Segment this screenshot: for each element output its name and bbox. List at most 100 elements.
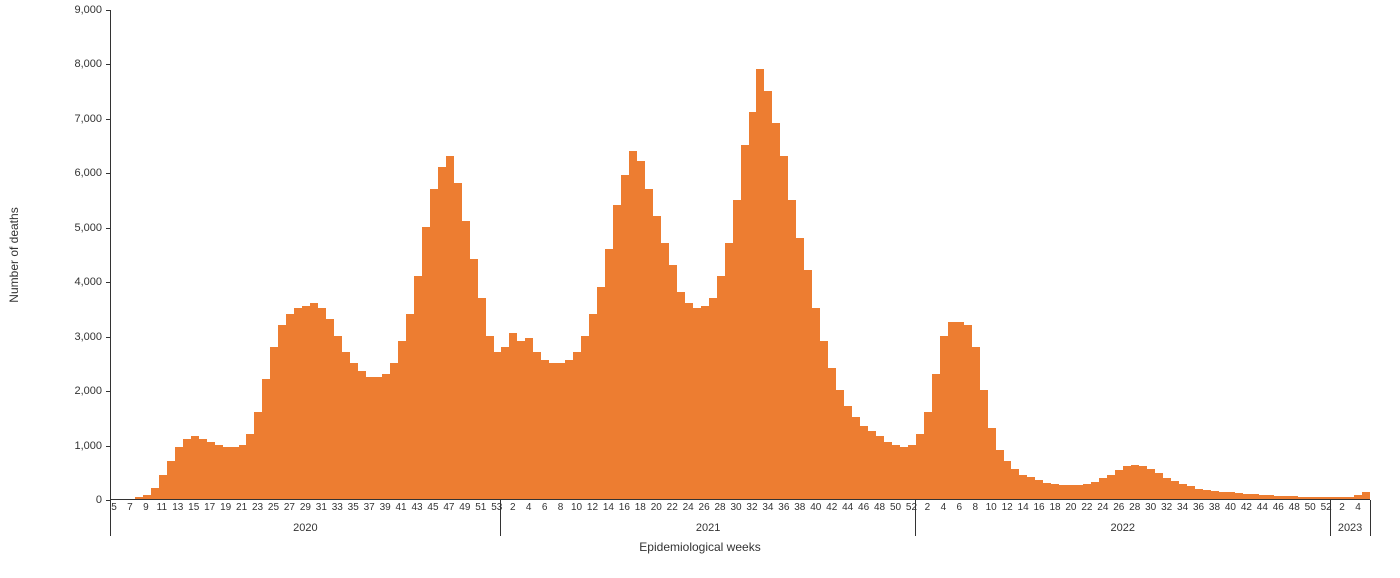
x-tick-label: 6	[957, 502, 963, 513]
bar	[589, 314, 597, 499]
plot-area	[110, 10, 1370, 500]
bar	[254, 412, 262, 499]
y-tick-label: 3,000	[74, 331, 102, 343]
x-tick-label: 19	[220, 502, 231, 513]
bar	[398, 341, 406, 499]
bar	[1203, 490, 1211, 499]
bar	[525, 338, 533, 499]
x-tick-label: 30	[730, 502, 741, 513]
bar	[1298, 497, 1306, 499]
bar	[486, 336, 494, 499]
x-tick-label: 42	[826, 502, 837, 513]
y-axis-label: Number of deaths	[7, 207, 21, 302]
bar	[430, 189, 438, 499]
x-tick-label: 12	[587, 502, 598, 513]
x-tick-label: 14	[603, 502, 614, 513]
bar	[1004, 461, 1012, 499]
bar	[597, 287, 605, 499]
bar	[653, 216, 661, 499]
bar	[1027, 477, 1035, 499]
x-tick-label: 28	[1129, 502, 1140, 513]
bar	[1139, 466, 1147, 499]
x-tick-label: 8	[972, 502, 978, 513]
y-tick-label: 9,000	[74, 4, 102, 16]
bar	[804, 270, 812, 499]
x-tick-label: 18	[635, 502, 646, 513]
bar	[621, 175, 629, 499]
bar	[1091, 482, 1099, 499]
bar	[1251, 494, 1259, 499]
bar	[1099, 478, 1107, 499]
x-tick-label: 44	[842, 502, 853, 513]
bar	[414, 276, 422, 499]
x-tick-label: 32	[746, 502, 757, 513]
x-tick-label: 48	[874, 502, 885, 513]
bar	[1195, 489, 1203, 499]
bar	[637, 161, 645, 499]
bar	[1123, 466, 1131, 499]
x-tick-label: 20	[651, 502, 662, 513]
bar	[175, 447, 183, 499]
x-tick-label: 2	[510, 502, 516, 513]
x-tick-label: 17	[204, 502, 215, 513]
bar	[868, 431, 876, 499]
y-tick-label: 5,000	[74, 222, 102, 234]
bar	[1314, 497, 1322, 499]
bar	[908, 445, 916, 499]
bar	[573, 352, 581, 499]
bar	[374, 377, 382, 500]
x-tick-label: 23	[252, 502, 263, 513]
bar	[478, 298, 486, 499]
bar	[390, 363, 398, 499]
year-separator	[1370, 500, 1371, 536]
bar	[1330, 497, 1338, 499]
x-tick-label: 45	[427, 502, 438, 513]
bar	[366, 377, 374, 500]
bar	[1163, 478, 1171, 499]
bar	[860, 426, 868, 500]
x-tick-label: 48	[1289, 502, 1300, 513]
bar	[1115, 470, 1123, 499]
bars-container	[111, 10, 1370, 499]
bar	[1011, 469, 1019, 499]
x-tick-label: 10	[571, 502, 582, 513]
bar	[358, 371, 366, 499]
bar	[884, 442, 892, 499]
bar	[916, 434, 924, 499]
bar	[956, 322, 964, 499]
bar	[557, 363, 565, 499]
bar	[199, 439, 207, 499]
bar	[159, 475, 167, 500]
bar	[1227, 492, 1235, 499]
bar	[876, 436, 884, 499]
bar	[1322, 497, 1330, 499]
x-tick-label: 36	[778, 502, 789, 513]
bar	[1306, 497, 1314, 499]
bar	[1362, 492, 1370, 499]
y-tick-label: 4,000	[74, 276, 102, 288]
x-tick-label: 30	[1145, 502, 1156, 513]
bar	[1290, 496, 1298, 499]
bar	[852, 417, 860, 499]
x-tick-label: 16	[619, 502, 630, 513]
x-tick-label: 41	[396, 502, 407, 513]
bar	[836, 390, 844, 499]
bar	[1266, 495, 1274, 499]
x-tick-label: 15	[188, 502, 199, 513]
bar	[1282, 496, 1290, 499]
x-tick-label: 28	[715, 502, 726, 513]
year-separator	[1330, 500, 1331, 536]
bar	[932, 374, 940, 499]
bar	[1219, 492, 1227, 499]
bar	[494, 352, 502, 499]
x-tick-label: 29	[300, 502, 311, 513]
bar	[406, 314, 414, 499]
x-tick-label: 9	[143, 502, 149, 513]
bar	[1338, 497, 1346, 499]
bar	[533, 352, 541, 499]
bar	[741, 145, 749, 499]
bar	[135, 497, 143, 499]
bar	[1059, 485, 1067, 499]
year-separator	[500, 500, 501, 536]
bar	[438, 167, 446, 499]
